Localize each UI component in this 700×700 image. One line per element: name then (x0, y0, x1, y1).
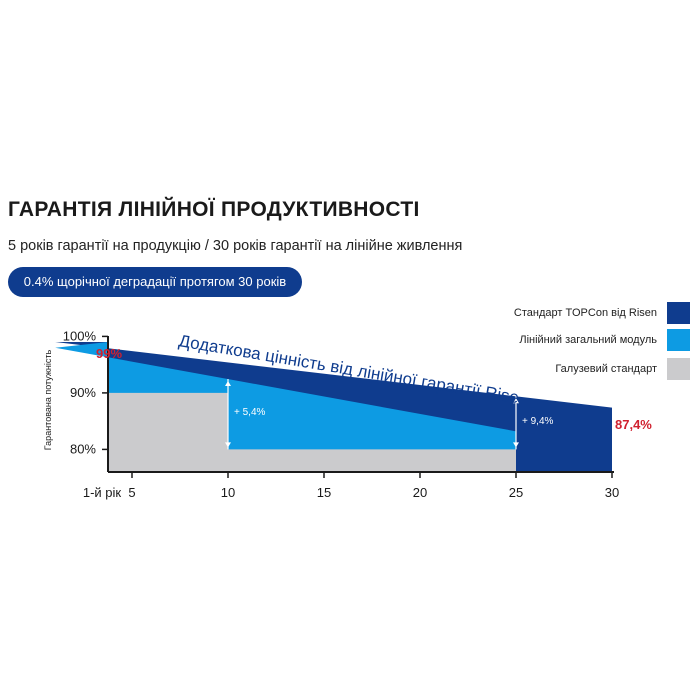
legend-label-topcon: Стандарт TOPCon від Risen (513, 307, 657, 319)
legend-item-topcon: Стандарт TOPCon від Risen (514, 302, 690, 324)
legend-item-industry: Галузевий стандарт (555, 358, 690, 380)
page-title: ГАРАНТІЯ ЛІНІЙНОЇ ПРОДУКТИВНОСТІ (8, 198, 420, 221)
legend-swatch-linear (667, 329, 690, 351)
gain-arrow-up (513, 398, 519, 404)
legend-item-linear: Лінійний загальний модуль (519, 329, 690, 351)
x-tick-label: 5 (128, 485, 135, 500)
x-tick-label: 10 (221, 485, 235, 500)
degradation-badge: 0.4% щорічної деградації протягом 30 рок… (8, 267, 302, 297)
gain-arrow-down (513, 442, 519, 448)
legend-label-industry: Галузевий стандарт (555, 363, 657, 375)
x-tick-label: 20 (413, 485, 427, 500)
y-tick-label: 100% (63, 328, 97, 343)
gain-label: + 9,4% (522, 416, 554, 427)
legend-swatch-industry (667, 358, 690, 380)
x-tick-label: 30 (605, 485, 619, 500)
gain-label: + 5,4% (234, 407, 266, 418)
y-tick-label: 90% (70, 385, 96, 400)
x-tick-label: 15 (317, 485, 331, 500)
legend-swatch-topcon (667, 302, 690, 324)
y-tick-label: 80% (70, 441, 96, 456)
start-value-label: 99% (96, 346, 122, 361)
page-subtitle: 5 років гарантії на продукцію / 30 років… (8, 238, 463, 254)
gain-arrow-down (225, 442, 231, 448)
legend-label-linear: Лінійний загальний модуль (519, 334, 657, 346)
area-industry (108, 392, 516, 472)
x-tick-label: 1-й рік (83, 485, 122, 500)
end-value-label: 87,4% (615, 417, 652, 432)
gain-arrow-up (225, 381, 231, 387)
x-tick-label: 25 (509, 485, 523, 500)
y-axis-label: Гарантована потужність (43, 350, 53, 451)
